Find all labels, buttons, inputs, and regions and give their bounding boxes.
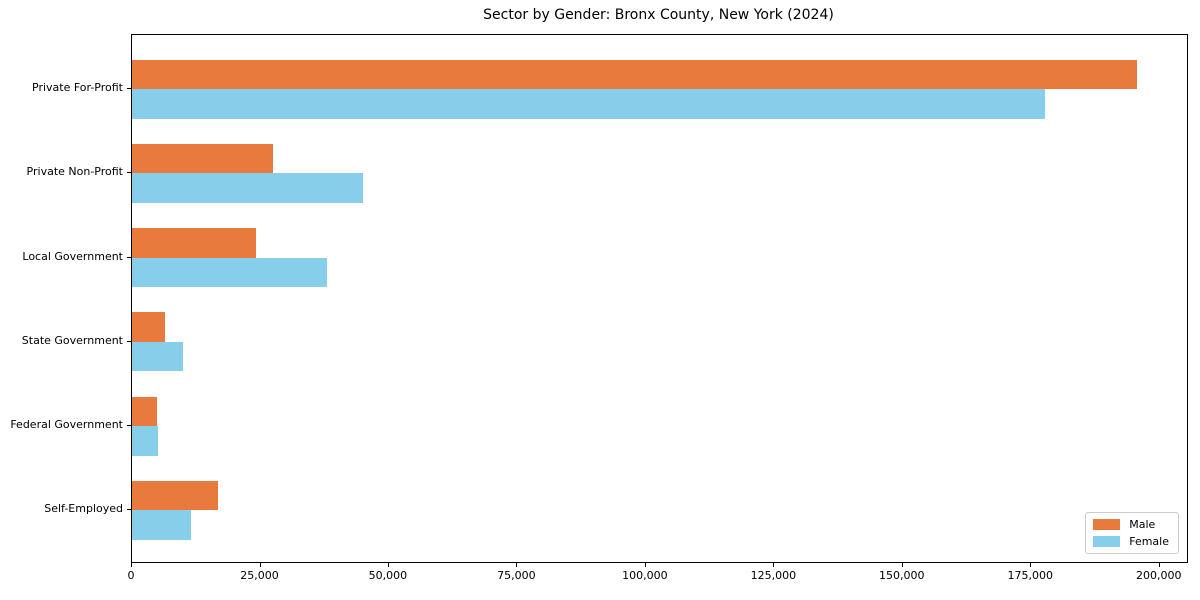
bar-female-3 [132,257,328,288]
y-tick-label: State Government [21,333,123,347]
x-tick-mark [644,563,646,567]
legend-swatch-male [1093,519,1121,530]
legend-swatch-female [1093,536,1121,547]
x-tick-mark [1158,563,1160,567]
x-tick-label: 175,000 [1007,569,1054,582]
x-tick-mark [259,563,261,567]
bar-female-4 [132,341,184,372]
bar-female-5 [132,426,158,456]
y-tick-mark [127,256,131,258]
x-tick-label: 75,000 [497,569,536,582]
bar-female-6 [132,510,192,540]
x-tick-label: 200,000 [1136,569,1182,582]
bar-male-3 [132,228,256,258]
x-tick-mark [901,563,903,567]
x-tick-label: 100,000 [622,569,668,582]
chart-title: Sector by Gender: Bronx County, New York… [483,7,834,23]
legend-item-female: Female [1093,535,1169,548]
x-tick-mark [131,563,132,567]
y-tick-label: Federal Government [10,418,123,431]
bar-female-2 [132,173,364,203]
legend-label: Male [1129,518,1156,531]
bar-male-1 [132,59,1137,90]
y-tick-label: Private Non-Profit [26,165,123,179]
x-tick-label: 150,000 [879,569,925,582]
y-tick-mark [127,88,131,90]
bar-male-2 [132,143,273,174]
bar-male-5 [132,396,157,426]
x-tick-mark [387,563,389,567]
x-tick-mark [1030,563,1032,567]
bar-male-6 [132,480,218,511]
y-tick-mark [127,340,131,342]
x-tick-label: 0 [127,569,135,582]
bar-male-4 [132,312,165,342]
y-tick-label: Private For-Profit [32,81,123,95]
plot-area: Male Female [131,34,1188,563]
legend: Male Female [1085,512,1179,554]
y-tick-label: Local Government [22,249,123,263]
y-tick-mark [127,172,131,174]
x-tick-label: 125,000 [750,569,797,582]
bar-female-1 [132,89,1046,119]
y-tick-label: Self-Employed [44,502,123,516]
x-tick-mark [773,563,775,567]
y-tick-mark [127,425,131,426]
legend-label: Female [1129,535,1169,548]
y-tick-mark [127,509,131,511]
x-tick-label: 25,000 [240,569,279,582]
x-tick-label: 50,000 [368,569,408,582]
legend-item-male: Male [1093,518,1169,531]
x-tick-mark [516,563,518,567]
